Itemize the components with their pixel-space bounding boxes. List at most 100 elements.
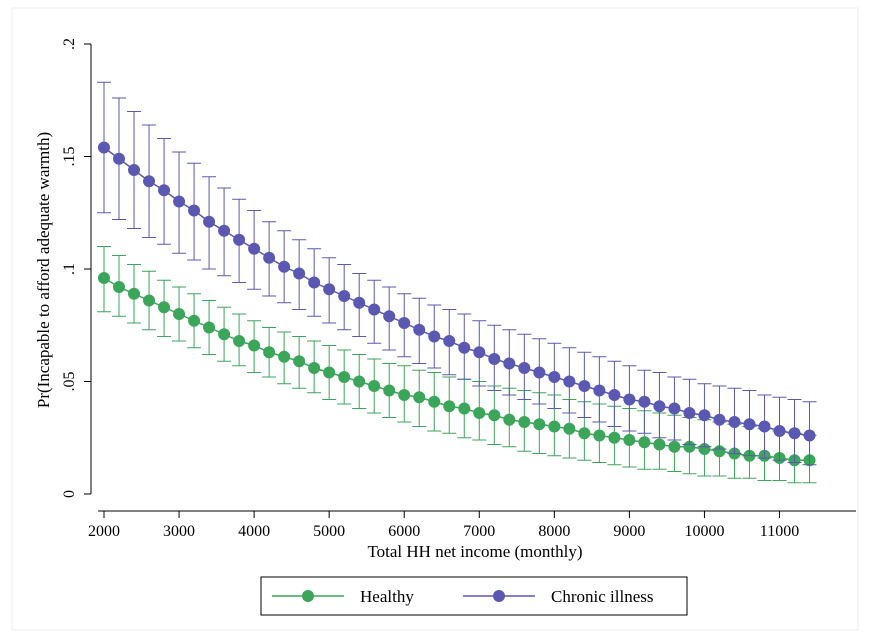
series-healthy xyxy=(97,246,817,484)
data-point xyxy=(683,440,696,453)
data-point xyxy=(488,353,501,365)
data-point xyxy=(788,427,801,440)
y-tick-label-0: 0 xyxy=(61,490,78,498)
legend-marker-chronic-illness xyxy=(493,590,505,602)
data-point xyxy=(248,242,261,255)
data-point xyxy=(578,380,591,392)
data-point xyxy=(713,413,726,426)
data-point xyxy=(548,420,561,433)
data-point xyxy=(263,251,276,264)
data-point xyxy=(278,260,291,273)
x-axis-title: Total HH net income (monthly) xyxy=(367,542,582,561)
y-tick-label-2: .1 xyxy=(61,263,78,275)
data-point xyxy=(578,427,591,440)
data-point xyxy=(548,371,561,383)
data-point xyxy=(353,296,366,309)
data-point xyxy=(293,267,306,280)
data-point xyxy=(263,346,276,359)
data-point xyxy=(518,416,531,428)
data-point xyxy=(803,429,816,442)
x-tick-label-0: 2000 xyxy=(88,523,120,540)
y-axis: 0 .05 .1 .15 .2 xyxy=(61,38,92,498)
x-tick-label-8: 10000 xyxy=(684,523,724,540)
data-point xyxy=(638,395,651,408)
data-point xyxy=(308,276,321,289)
data-point xyxy=(503,413,516,426)
data-point xyxy=(353,375,366,388)
x-axis: 2000 3000 4000 5000 6000 7000 8000 9000 10000 110… xyxy=(88,510,856,540)
markers-chronic-illness xyxy=(98,141,816,442)
data-point xyxy=(128,164,141,176)
data-point xyxy=(308,362,321,374)
data-point xyxy=(323,283,336,296)
data-point xyxy=(533,418,546,431)
data-point xyxy=(698,443,711,455)
data-point xyxy=(398,389,411,401)
data-point xyxy=(368,303,381,316)
data-point xyxy=(713,445,726,458)
y-axis-title: Pr(Incapable to afford adequate warmth) xyxy=(34,132,53,408)
y-tick-label-4: .2 xyxy=(61,38,78,50)
data-point xyxy=(218,224,231,237)
data-point xyxy=(458,402,471,415)
data-point xyxy=(323,366,336,379)
data-point xyxy=(563,422,576,435)
data-point xyxy=(188,204,201,217)
legend-marker-healthy xyxy=(302,590,314,602)
data-point xyxy=(428,395,441,408)
data-point xyxy=(113,281,126,293)
data-point xyxy=(233,233,246,246)
data-point xyxy=(293,355,306,368)
data-point xyxy=(188,314,201,327)
data-point xyxy=(488,409,501,422)
x-tick-label-3: 5000 xyxy=(313,523,345,540)
data-point xyxy=(248,339,261,352)
data-point xyxy=(413,323,426,336)
data-point xyxy=(143,294,156,307)
data-point xyxy=(278,350,291,363)
data-point xyxy=(473,407,486,419)
series-chronic-illness xyxy=(97,81,817,466)
data-point xyxy=(473,346,486,359)
data-point xyxy=(383,310,396,323)
x-tick-label-9: 11000 xyxy=(760,523,799,540)
data-point xyxy=(758,420,771,433)
data-point xyxy=(203,215,216,228)
data-point xyxy=(668,402,681,415)
data-point xyxy=(218,328,231,341)
data-point xyxy=(593,384,606,397)
data-point xyxy=(518,362,531,374)
data-point xyxy=(443,400,456,413)
data-point xyxy=(158,301,171,314)
data-point xyxy=(173,195,186,208)
data-point xyxy=(173,308,186,320)
data-point xyxy=(683,407,696,419)
data-point xyxy=(503,357,516,370)
x-tick-label-4: 6000 xyxy=(388,523,420,540)
data-point xyxy=(443,335,456,347)
legend-label-healthy: Healthy xyxy=(360,587,414,606)
x-tick-label-6: 8000 xyxy=(538,523,570,540)
data-point xyxy=(98,272,110,284)
data-point xyxy=(368,380,381,392)
x-tick-label-5: 7000 xyxy=(463,523,495,540)
data-point xyxy=(458,341,471,354)
data-point xyxy=(338,371,351,383)
data-point xyxy=(623,434,636,446)
data-point xyxy=(128,287,141,300)
data-point xyxy=(668,440,681,453)
data-point xyxy=(698,409,711,422)
y-tick-label-3: .15 xyxy=(61,147,78,167)
data-point xyxy=(158,184,171,197)
x-tick-label-7: 9000 xyxy=(613,523,645,540)
data-point xyxy=(608,389,621,401)
data-point xyxy=(383,384,396,397)
data-point xyxy=(653,438,666,451)
markers-healthy xyxy=(98,272,816,467)
data-point xyxy=(428,330,441,343)
x-tick-label-2: 4000 xyxy=(238,523,270,540)
legend-label-chronic-illness: Chronic illness xyxy=(551,587,653,606)
data-point xyxy=(773,425,786,437)
data-point xyxy=(143,175,156,188)
data-point xyxy=(113,152,126,165)
